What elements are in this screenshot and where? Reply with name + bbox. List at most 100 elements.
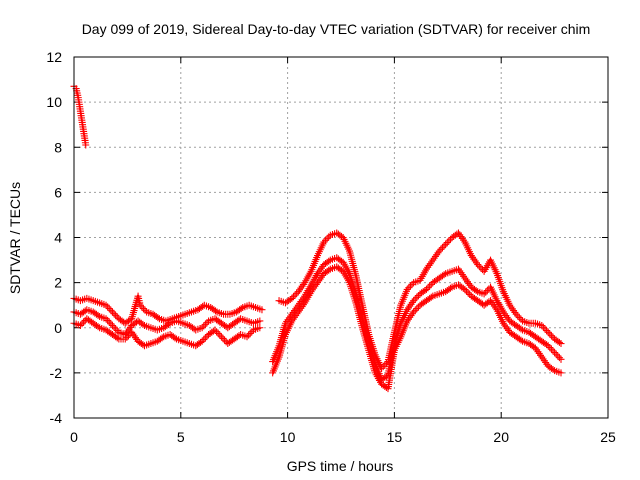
data-point [112,311,120,319]
data-point [382,359,390,367]
data-point [113,327,121,335]
data-point [291,291,299,299]
data-point [200,336,208,344]
data-point [474,261,482,269]
data-point [94,323,102,331]
data-point [325,257,333,265]
data-point [413,293,421,301]
data-point [141,306,149,314]
data-point [442,240,450,248]
data-point [216,331,224,339]
data-point [512,310,520,318]
data-point [435,247,443,255]
data-point [198,324,206,332]
data-point [105,305,113,313]
data-point [138,303,146,311]
data-point [139,305,147,313]
data-point [440,271,448,279]
data-point [325,266,333,274]
data-point [427,293,435,301]
data-point [198,337,206,345]
x-tick-label: 15 [387,429,403,445]
data-point [113,334,121,342]
chart-title: Day 099 of 2019, Sidereal Day-to-day VTE… [82,21,591,37]
data-point [102,301,110,309]
data-point [209,327,217,335]
data-point [547,345,555,353]
data-point [213,328,221,336]
data-point [245,331,253,339]
data-point [201,320,209,328]
x-tick-label: 25 [600,429,616,445]
data-point [104,303,112,311]
data-point [546,330,554,338]
y-tick-label: 4 [54,230,62,246]
data-point [214,329,222,337]
series-initial-high-segment [70,82,90,149]
data-point [378,364,386,372]
data-point [104,316,112,324]
data-point [246,329,254,337]
series-lower-band [70,263,565,393]
data-point [110,310,118,318]
data-point [222,338,230,346]
data-point [108,321,116,329]
data-point [406,282,414,290]
data-point [256,317,264,325]
data-point [107,320,115,328]
data-point [154,314,162,322]
data-point [379,363,387,371]
x-tick-label: 5 [177,429,185,445]
data-point [554,352,562,360]
data-point [158,334,166,342]
data-point [217,333,225,341]
y-tick-label: 2 [54,275,62,291]
data-point [211,326,219,334]
data-point [437,245,445,253]
data-point [482,288,490,296]
data-point [408,280,416,288]
data-point [440,242,448,250]
data-point [557,340,565,348]
data-point [121,335,129,343]
series-middle-band [70,254,565,384]
data-point [426,282,434,290]
data-point [517,315,525,323]
data-point [81,316,89,324]
data-point [171,334,179,342]
data-point [544,328,552,336]
data-point [139,320,147,328]
data-point [443,239,451,247]
data-point [549,365,557,373]
data-point [410,297,418,305]
data-point [200,322,208,330]
data-point [514,312,522,320]
data-point [517,336,525,344]
data-point [256,324,264,332]
data-point [555,338,563,346]
data-point [557,369,565,377]
data-point [480,290,488,298]
data-point [549,347,557,355]
x-tick-label: 10 [280,429,296,445]
data-point [201,334,209,342]
data-point [557,355,565,363]
data-point [475,262,483,270]
data-point [538,321,546,329]
data-point [555,354,563,362]
y-tick-label: 8 [54,139,62,155]
data-point [82,141,90,149]
data-point [78,320,86,328]
data-point [547,332,555,340]
data-point [551,349,559,357]
data-point [203,319,211,327]
data-point [413,305,421,313]
data-point [424,284,432,292]
data-point [403,285,411,293]
series-upper-band [70,229,565,372]
x-tick-label: 20 [493,429,509,445]
data-point [248,328,256,336]
data-point [530,343,538,351]
data-point [94,311,102,319]
data-point [108,308,116,316]
